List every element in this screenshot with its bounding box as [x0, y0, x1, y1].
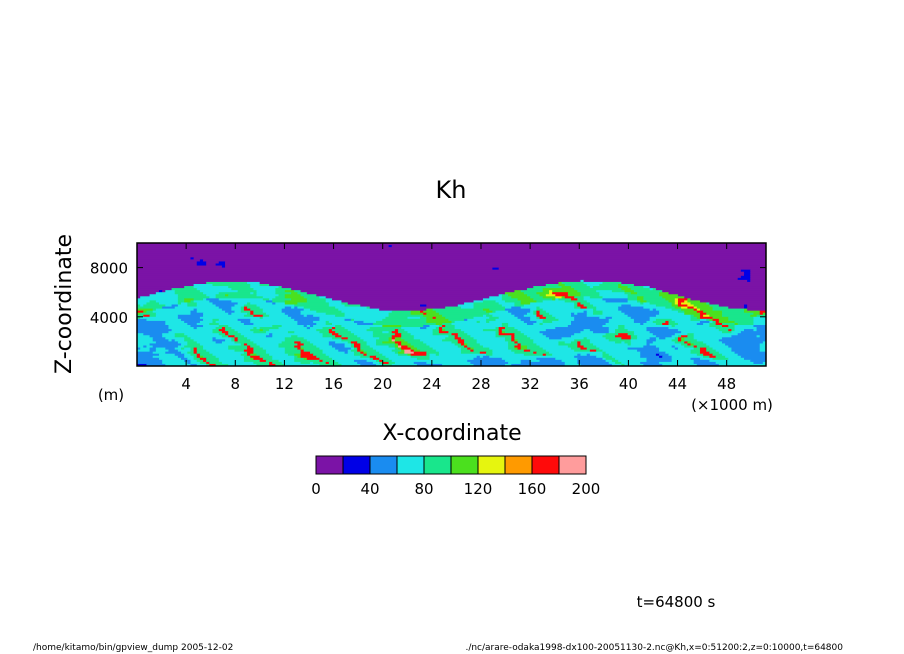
colorbar-swatch: [396, 455, 425, 475]
colorbar-tick-label: 40: [360, 480, 379, 498]
x-tick-label: 8: [231, 375, 241, 393]
colorbar-tick-label: 120: [464, 480, 493, 498]
colorbar-swatch: [504, 455, 533, 475]
colorbar-swatch: [558, 455, 587, 475]
footer-left: /home/kitamo/bin/gpview_dump 2005-12-02: [33, 643, 233, 653]
colorbar-tick-labels: 0 40 80 120 160 200: [311, 480, 600, 498]
x-tick-label: 36: [570, 375, 589, 393]
x-axis-ticks: 4 8 12 16 20 24 28 32 36 40 44 48: [181, 243, 736, 393]
colorbar-swatch: [477, 455, 506, 475]
y-tick-label: 8000: [90, 260, 128, 278]
x-tick-label: 32: [521, 375, 540, 393]
colorbar-swatch: [342, 455, 371, 475]
x-tick-label: 48: [717, 375, 736, 393]
y-tick-label: 4000: [90, 309, 128, 327]
x-tick-label: 24: [422, 375, 441, 393]
y-axis-label: Z-coordinate: [52, 234, 77, 374]
heatmap-field: [137, 243, 766, 366]
colorbar-tick-label: 0: [311, 480, 321, 498]
x-tick-label: 44: [668, 375, 687, 393]
time-annotation: t=64800 s: [637, 593, 716, 611]
x-tick-label: 40: [619, 375, 638, 393]
colorbar-swatch: [423, 455, 452, 475]
y-axis-ticks: 4000 8000: [90, 260, 766, 327]
footer-right: ./nc/arare-odaka1998-dx100-20051130-2.nc…: [465, 643, 843, 653]
colorbar-tick-label: 80: [414, 480, 433, 498]
plot-frame: [136, 242, 767, 367]
chart-title: Kh: [436, 176, 467, 204]
x-tick-label: 28: [471, 375, 490, 393]
colorbar-tick-label: 160: [518, 480, 547, 498]
colorbar-swatch: [315, 455, 344, 475]
colorbar: [315, 455, 587, 475]
colorbar-swatch: [369, 455, 398, 475]
x-tick-label: 16: [324, 375, 343, 393]
x-unit-label: (×1000 m): [691, 396, 773, 414]
x-tick-label: 4: [181, 375, 191, 393]
x-axis-label: X-coordinate: [382, 421, 521, 446]
colorbar-swatch: [531, 455, 560, 475]
x-tick-label: 20: [373, 375, 392, 393]
x-tick-label: 12: [275, 375, 294, 393]
colorbar-tick-label: 200: [572, 480, 601, 498]
y-unit-label: (m): [98, 386, 124, 404]
colorbar-swatch: [450, 455, 479, 475]
